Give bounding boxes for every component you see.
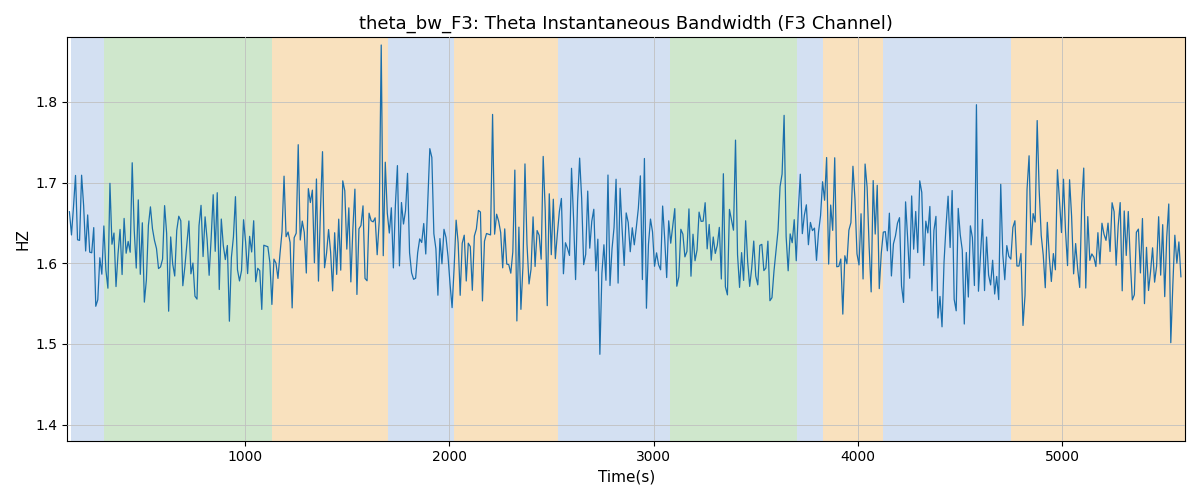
Bar (558, 38, 582, 440)
Bar (104, 38, 271, 440)
Y-axis label: HZ: HZ (16, 228, 30, 250)
X-axis label: Time(s): Time(s) (598, 470, 655, 485)
Bar (72, 38, 104, 440)
Bar (670, 38, 797, 440)
Bar (823, 38, 883, 440)
Bar (1012, 38, 1186, 440)
Bar (454, 38, 558, 440)
Bar (582, 38, 670, 440)
Bar (797, 38, 823, 440)
Bar (271, 38, 388, 440)
Bar (883, 38, 1012, 440)
Bar (388, 38, 454, 440)
Title: theta_bw_F3: Theta Instantaneous Bandwidth (F3 Channel): theta_bw_F3: Theta Instantaneous Bandwid… (359, 15, 893, 34)
